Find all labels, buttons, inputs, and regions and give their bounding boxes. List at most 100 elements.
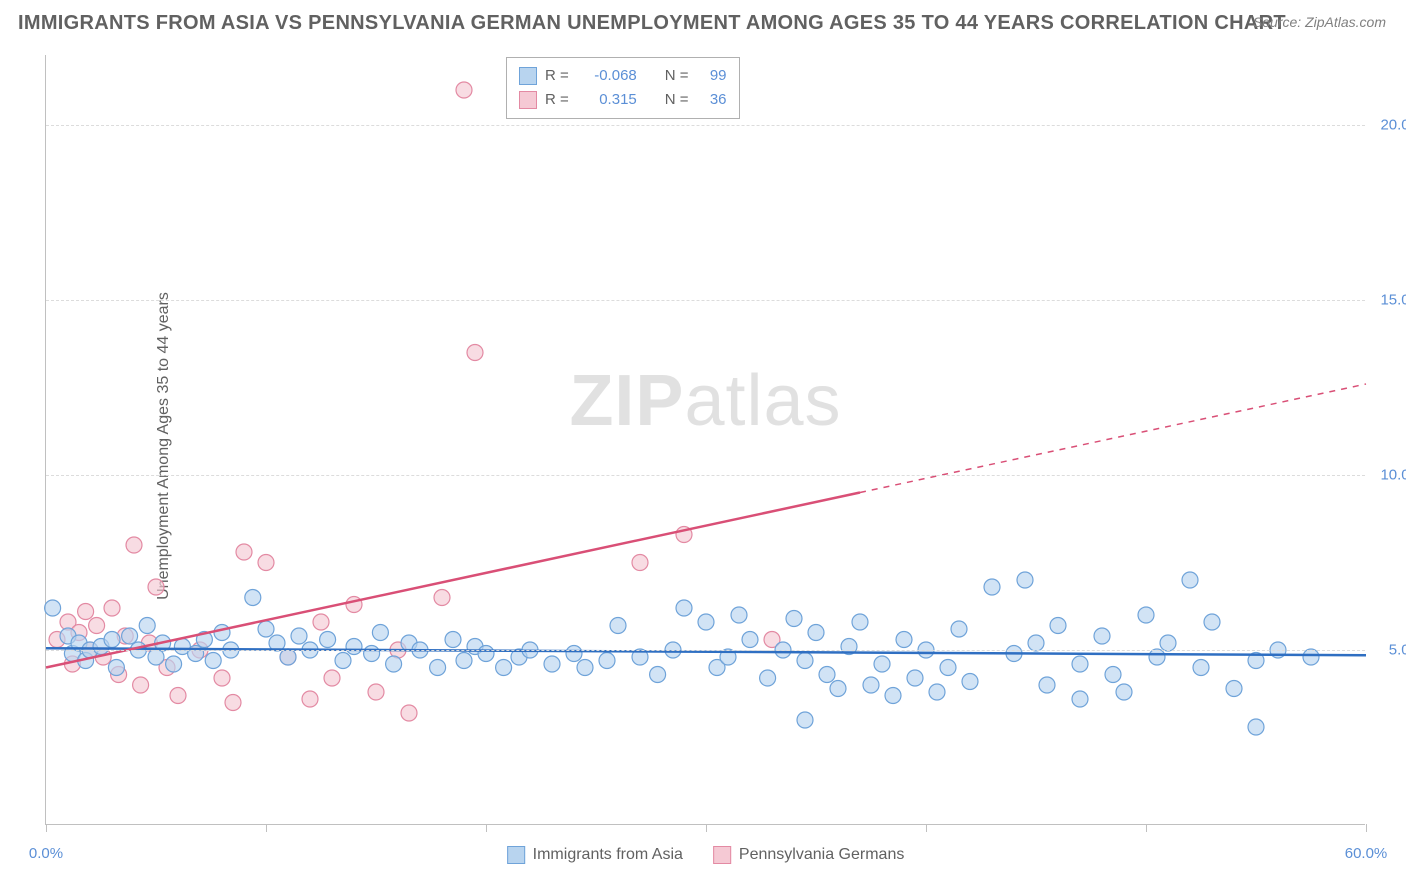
gridline	[46, 300, 1365, 301]
gridline	[46, 650, 1365, 651]
data-point	[940, 660, 956, 676]
data-point	[346, 639, 362, 655]
data-point	[236, 544, 252, 560]
data-point	[1072, 691, 1088, 707]
data-point	[89, 618, 105, 634]
data-point	[731, 607, 747, 623]
data-point	[324, 670, 340, 686]
stats-legend-row: R =-0.068N =99	[519, 64, 727, 88]
data-point	[122, 628, 138, 644]
gridline	[46, 475, 1365, 476]
data-point	[1248, 719, 1264, 735]
data-point	[1303, 649, 1319, 665]
data-point	[1039, 677, 1055, 693]
data-point	[386, 656, 402, 672]
data-point	[104, 600, 120, 616]
data-point	[698, 614, 714, 630]
data-point	[401, 705, 417, 721]
data-point	[610, 618, 626, 634]
data-point	[478, 646, 494, 662]
data-point	[291, 628, 307, 644]
data-point	[962, 674, 978, 690]
data-point	[170, 688, 186, 704]
data-point	[742, 632, 758, 648]
x-tick	[266, 824, 267, 832]
data-point	[544, 656, 560, 672]
data-point	[496, 660, 512, 676]
r-label: R =	[545, 64, 569, 88]
data-point	[78, 604, 94, 620]
data-point	[364, 646, 380, 662]
data-point	[1160, 635, 1176, 651]
data-point	[863, 677, 879, 693]
data-point	[445, 632, 461, 648]
data-point	[797, 712, 813, 728]
data-point	[108, 660, 124, 676]
data-point	[760, 670, 776, 686]
data-point	[852, 614, 868, 630]
r-value: -0.068	[577, 64, 637, 88]
x-tick	[1146, 824, 1147, 832]
data-point	[1149, 649, 1165, 665]
data-point	[650, 667, 666, 683]
r-label: R =	[545, 88, 569, 112]
x-tick-label: 60.0%	[1345, 845, 1388, 862]
data-point	[676, 600, 692, 616]
data-point	[874, 656, 890, 672]
data-point	[1017, 572, 1033, 588]
data-point	[214, 670, 230, 686]
legend-label: Immigrants from Asia	[533, 846, 683, 864]
data-point	[951, 621, 967, 637]
data-point	[1116, 684, 1132, 700]
y-tick-label: 15.0%	[1380, 292, 1406, 309]
n-label: N =	[665, 64, 689, 88]
gridline	[46, 125, 1365, 126]
legend-swatch	[713, 846, 731, 864]
data-point	[434, 590, 450, 606]
source-attribution: Source: ZipAtlas.com	[1253, 14, 1386, 30]
series-legend: Immigrants from Asia Pennsylvania Germans	[507, 846, 905, 864]
x-tick	[1366, 824, 1367, 832]
y-tick-label: 20.0%	[1380, 117, 1406, 134]
legend-item: Pennsylvania Germans	[713, 846, 904, 864]
data-point	[166, 656, 182, 672]
data-point	[368, 684, 384, 700]
y-tick-label: 10.0%	[1380, 467, 1406, 484]
y-tick-label: 5.0%	[1389, 642, 1406, 659]
data-point	[1182, 572, 1198, 588]
data-point	[302, 691, 318, 707]
chart-canvas	[46, 55, 1365, 824]
data-point	[896, 632, 912, 648]
data-point	[885, 688, 901, 704]
data-point	[372, 625, 388, 641]
x-tick	[486, 824, 487, 832]
data-point	[797, 653, 813, 669]
data-point	[1050, 618, 1066, 634]
plot-area: ZIPatlas R =-0.068N =99R =0.315N =36 Imm…	[45, 55, 1365, 825]
n-value: 36	[697, 88, 727, 112]
x-tick	[926, 824, 927, 832]
n-label: N =	[665, 88, 689, 112]
data-point	[258, 555, 274, 571]
data-point	[1105, 667, 1121, 683]
data-point	[577, 660, 593, 676]
data-point	[430, 660, 446, 676]
data-point	[1138, 607, 1154, 623]
trend-line-extrapolated	[860, 384, 1366, 493]
data-point	[456, 653, 472, 669]
data-point	[984, 579, 1000, 595]
data-point	[214, 625, 230, 641]
data-point	[1094, 628, 1110, 644]
chart-title: IMMIGRANTS FROM ASIA VS PENNSYLVANIA GER…	[18, 12, 1286, 35]
data-point	[335, 653, 351, 669]
data-point	[225, 695, 241, 711]
data-point	[205, 653, 221, 669]
data-point	[126, 537, 142, 553]
data-point	[929, 684, 945, 700]
data-point	[456, 82, 472, 98]
data-point	[258, 621, 274, 637]
data-point	[133, 677, 149, 693]
x-tick-label: 0.0%	[29, 845, 63, 862]
data-point	[907, 670, 923, 686]
x-tick	[706, 824, 707, 832]
